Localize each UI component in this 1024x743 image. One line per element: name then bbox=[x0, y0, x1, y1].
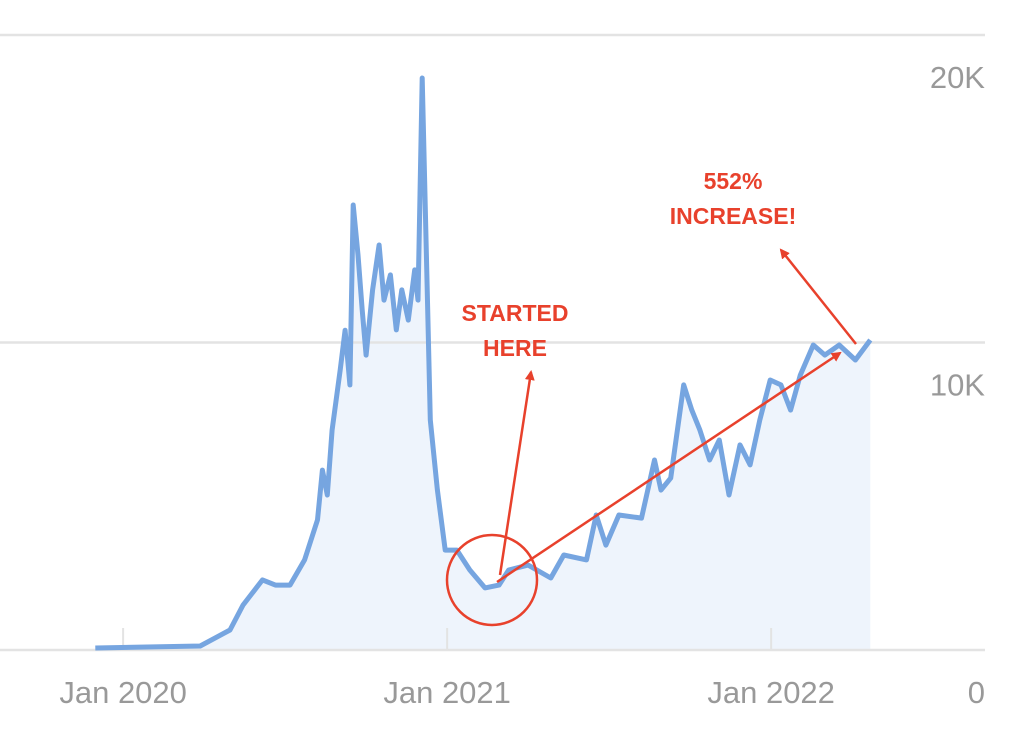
annotation: 552% bbox=[704, 168, 763, 194]
highlight-circle bbox=[445, 533, 539, 627]
annotation: HERE bbox=[483, 335, 547, 361]
y-tick-label: 10K bbox=[930, 368, 985, 403]
x-tick-label: Jan 2020 bbox=[59, 675, 187, 710]
area bbox=[95, 78, 871, 650]
x-tick-label: Jan 2022 bbox=[707, 675, 835, 710]
y-tick-label: 0 bbox=[968, 675, 985, 710]
arrow bbox=[498, 370, 535, 576]
plot: 0 10K 20K Jan 2020 Jan 2021 Jan 2022 bbox=[0, 33, 985, 710]
annotation-marks bbox=[445, 248, 857, 627]
arrow bbox=[496, 351, 842, 584]
annotation: INCREASE! bbox=[670, 203, 797, 229]
arrow bbox=[779, 248, 857, 345]
y-tick-label: 20K bbox=[930, 60, 985, 95]
x-tick-label: Jan 2021 bbox=[383, 675, 511, 710]
annotation: STARTED bbox=[462, 300, 569, 326]
